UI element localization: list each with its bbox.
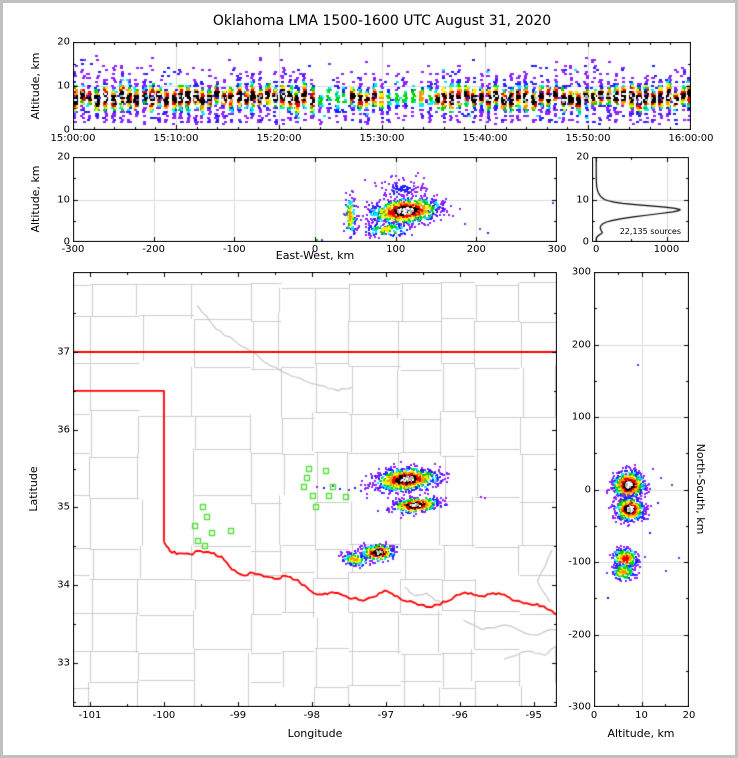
- ew-tick-label: -100: [222, 244, 246, 255]
- latitude-tick-label: 37: [57, 346, 70, 358]
- map-ylabel: Latitude: [26, 466, 40, 512]
- ew-panel-xlabel: East-West, km: [275, 249, 355, 262]
- ew-tick-label: -300: [61, 244, 85, 255]
- ns-panel-ylabel: North-South, km: [694, 443, 708, 535]
- page-title: Oklahoma LMA 1500-1600 UTC August 31, 20…: [212, 13, 552, 29]
- latitude-tick-label: 34: [57, 579, 70, 591]
- plan-view-map-panel: [73, 272, 557, 707]
- longitude-tick-label: -95: [525, 710, 542, 721]
- hist-alt-tick: 0: [582, 236, 589, 248]
- longitude-tick-label: -98: [303, 710, 321, 721]
- hist-count-tick: 0: [593, 244, 600, 255]
- ns-km-tick: 100: [571, 411, 591, 423]
- ew-tick-label: -200: [142, 244, 166, 255]
- ns-alt-tick: 10: [635, 710, 648, 721]
- time-panel-alt-tick: 20: [57, 36, 70, 48]
- ew-panel-alt-tick: 0: [63, 236, 70, 248]
- source-count-note: 22,135 sources: [619, 227, 681, 236]
- time-tick-label: 16:00:00: [668, 133, 714, 144]
- ew-panel-ylabel: Altitude, km: [28, 165, 42, 233]
- longitude-tick-label: -101: [78, 710, 102, 721]
- ns-km-tick: -200: [568, 629, 591, 640]
- hist-count-tick: 1000: [653, 244, 680, 255]
- time-tick-label: 15:00:00: [50, 133, 96, 144]
- ew-panel-alt-tick: 10: [57, 194, 70, 205]
- ew-tick-label: 0: [311, 244, 319, 255]
- altitude-histogram-panel: [592, 157, 689, 242]
- time-panel-ylabel: Altitude, km: [28, 52, 42, 120]
- longitude-tick-label: -99: [229, 710, 247, 721]
- ew-tick-label: 100: [386, 244, 406, 255]
- ns-km-tick: 300: [571, 266, 591, 278]
- ns-km-tick: 200: [571, 339, 591, 350]
- north-south-altitude-panel: [594, 272, 689, 707]
- ns-km-tick: 0: [584, 484, 591, 495]
- longitude-tick-label: -96: [451, 710, 468, 721]
- latitude-tick-label: 35: [57, 501, 70, 513]
- longitude-tick-label: -100: [152, 710, 176, 721]
- ns-panel-xlabel: Altitude, km: [607, 727, 675, 740]
- ns-km-tick: -300: [568, 701, 591, 713]
- hist-alt-tick: 20: [576, 151, 589, 163]
- ew-tick-label: 300: [547, 244, 567, 255]
- time-tick-label: 15:30:00: [359, 133, 405, 144]
- time-tick-label: 15:20:00: [256, 133, 302, 144]
- east-west-altitude-panel: [73, 157, 557, 242]
- time-tick-label: 15:40:00: [462, 133, 508, 144]
- time-tick-label: 15:50:00: [565, 133, 611, 144]
- latitude-tick-label: 36: [57, 424, 70, 436]
- ew-panel-alt-tick: 20: [57, 151, 70, 163]
- time-panel-alt-tick: 0: [63, 124, 70, 136]
- ns-alt-tick: 20: [682, 710, 696, 721]
- hist-alt-tick: 10: [576, 194, 589, 205]
- latitude-tick-label: 33: [57, 657, 70, 669]
- time-altitude-panel: [73, 42, 691, 130]
- ns-alt-tick: 0: [590, 710, 598, 721]
- ew-tick-label: 200: [466, 244, 486, 255]
- time-tick-label: 15:10:00: [153, 133, 199, 144]
- map-xlabel: Longitude: [287, 727, 343, 740]
- longitude-tick-label: -97: [377, 710, 394, 721]
- time-panel-alt-tick: 10: [57, 80, 70, 92]
- ns-km-tick: -100: [568, 556, 591, 568]
